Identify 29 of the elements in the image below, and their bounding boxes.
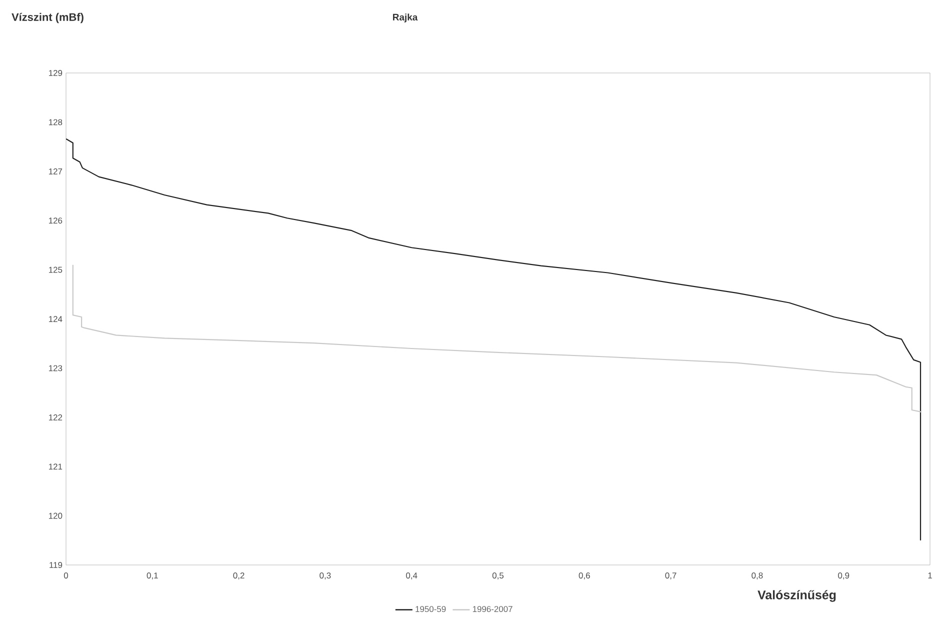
y-tick-label: 121 [49, 464, 62, 470]
x-tick-label: 0,2 [233, 572, 244, 580]
chart-title: Rajka [393, 14, 418, 22]
y-tick-label: 125 [49, 266, 62, 273]
x-tick-label: 0,3 [320, 572, 331, 580]
y-tick-label: 126 [49, 218, 62, 224]
y-tick-label: 120 [49, 512, 62, 519]
y-tick-label: 128 [49, 119, 62, 126]
legend-label: 1996-2007 [472, 606, 512, 612]
x-tick-label: 0,6 [578, 572, 590, 580]
y-tick-label: 127 [49, 168, 62, 174]
x-axis-title: Valószínűség [758, 590, 836, 602]
y-tick-label: 124 [49, 316, 62, 322]
y-axis-title: Vízszint (mBf) [12, 12, 84, 24]
x-tick-label: 0,4 [406, 572, 418, 580]
line-series [72, 264, 922, 413]
y-tick-label: 129 [49, 70, 62, 76]
x-tick-label: 0,5 [492, 572, 504, 580]
y-tick-label: 119 [50, 562, 62, 568]
y-tick-label: 123 [49, 365, 62, 372]
x-tick-label: 1 [928, 572, 932, 578]
legend-label: 1950-59 [416, 606, 446, 612]
x-tick-label: 0,8 [752, 572, 763, 580]
x-tick-label: 0,9 [838, 572, 850, 580]
y-tick-label: 122 [49, 414, 62, 420]
x-tick-label: 0,7 [665, 572, 676, 580]
x-tick-label: 0 [64, 572, 68, 578]
line-series [66, 138, 922, 541]
x-tick-label: 0,1 [146, 572, 158, 580]
